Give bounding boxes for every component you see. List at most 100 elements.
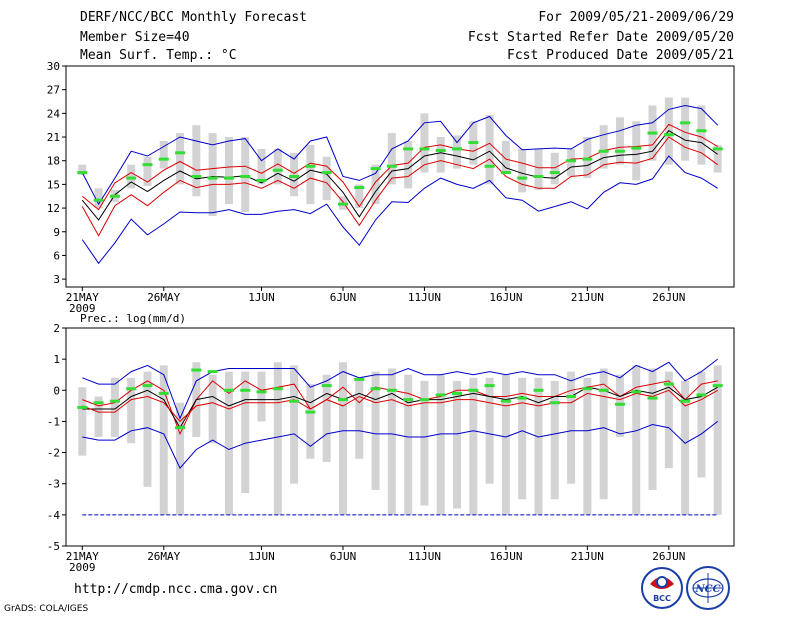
x-tick-label: 1JUN [248,291,275,304]
member-marker [354,186,365,190]
member-marker [289,175,300,178]
member-marker [566,395,577,399]
spread-bar [501,374,510,515]
spread-bar [306,384,315,459]
spread-bar [567,148,576,177]
member-marker [109,194,120,198]
y-tick-label: 30 [47,60,60,73]
y-tick-label: 3 [53,273,60,286]
spread-bar [713,365,722,515]
x-tick-label: 1JUN [248,550,275,563]
spread-bar [176,402,185,515]
spread-bar [159,365,168,515]
member-marker [126,176,137,180]
spread-bar [664,371,673,469]
ncc-logo: NCC [686,566,730,610]
member-marker [272,168,283,172]
spread-bar [534,377,543,515]
spread-bar [387,133,396,185]
member-marker [354,377,365,381]
member-marker [272,387,283,391]
x-tick-label: 6JUN [330,291,357,304]
chart-title: DERF/NCC/BCC Monthly Forecast [80,10,307,25]
spread-bar [567,371,576,484]
spread-bar [208,374,217,444]
spread-bar [599,125,608,169]
svg-text:NCC: NCC [694,584,720,595]
x-tick-label: 21MAY [66,291,99,304]
x-tick-label: 11JUN [408,291,441,304]
spread-bar [224,371,233,515]
series-line-upper [81,136,718,237]
member-marker [484,384,495,388]
member-size: Member Size=40 [80,30,190,45]
spread-bar [485,114,494,185]
x-year-label: 2009 [69,561,96,574]
member-marker [631,390,642,394]
member-marker [191,175,202,178]
spread-bar [94,188,103,209]
member-marker [93,401,104,405]
member-marker [207,370,218,374]
member-marker [631,146,642,150]
x-tick-label: 21JUN [571,291,604,304]
member-marker [223,388,234,392]
member-marker [468,388,479,392]
spread-bar [681,380,690,515]
member-marker [614,149,625,153]
y-tick-label: -5 [47,540,60,553]
source-url[interactable]: http://cmdp.ncc.cma.gov.cn [74,582,278,597]
y-tick-label: -3 [47,478,60,491]
member-marker [549,401,560,405]
x-tick-label: 26MAY [147,291,180,304]
spread-bar [404,140,413,189]
member-marker [712,384,723,388]
grads-credit: GrADS: COLA/IGES [4,604,89,614]
series-line-lower [81,123,718,211]
y-tick-label: 18 [47,155,60,168]
spread-bar [681,97,690,161]
spread-bar [404,374,413,515]
member-marker [533,175,544,178]
member-marker [598,149,609,153]
member-marker [419,147,430,151]
spread-bar [224,137,233,205]
series-line-lower [82,389,718,423]
spread-bar [94,396,103,437]
member-marker [305,410,316,414]
spread-bar [518,148,527,193]
member-marker [484,164,495,168]
member-marker [370,167,381,171]
svg-text:BCC: BCC [653,594,671,603]
y-tick-label: -2 [47,447,60,460]
member-marker [289,399,300,403]
member-marker [419,398,430,402]
member-marker [712,147,723,151]
member-marker [500,171,511,175]
y-tick-label: -1 [47,415,60,428]
x-tick-label: 16JUN [489,291,522,304]
spread-bar [453,135,462,169]
member-marker [109,399,120,403]
x-tick-label: 21JUN [571,550,604,563]
spread-bar [322,374,331,462]
forecast-produced-date: Fcst Produced Date 2009/05/21 [507,48,734,63]
member-marker [517,396,528,400]
member-marker [337,398,348,402]
member-marker [614,402,625,406]
spread-bar [469,377,478,515]
member-marker [680,399,691,403]
member-marker [77,171,88,175]
spread-bar [518,377,527,500]
spread-bar [159,140,168,169]
series-line-max [81,155,718,265]
spread-bar [420,113,429,173]
y-tick-label: 24 [47,107,61,120]
member-marker [566,159,577,163]
member-marker [452,391,463,395]
temperature-panel: 3 6 9 12 15 18 21 24 27 30 21MAY 26MAY 1JUN 6JUN 11JUN… [47,60,735,315]
spread-bar [371,164,380,205]
member-marker [663,133,674,137]
variable-label-temp: Mean Surf. Temp.: °C [80,48,237,63]
spread-bar [143,371,152,487]
